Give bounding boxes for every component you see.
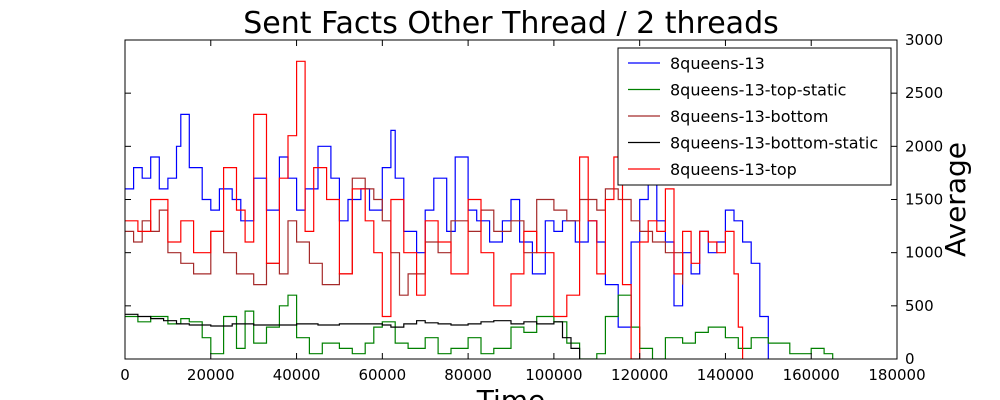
x-tick-label: 160000 xyxy=(783,366,840,384)
y-tick-label: 500 xyxy=(905,297,934,315)
legend-label: 8queens-13-bottom xyxy=(670,107,828,126)
legend-label: 8queens-13-top-static xyxy=(670,81,846,100)
chart-title: Sent Facts Other Thread / 2 threads xyxy=(243,6,779,41)
y-tick-label: 3000 xyxy=(905,31,943,49)
x-axis: 0 20000 40000 60000 80000 100000 120000 140000 1… xyxy=(120,40,926,384)
x-tick-label: 120000 xyxy=(611,366,668,384)
y-axis-right: 0 500 1000 1500 2000 2500 3000 xyxy=(125,31,943,368)
x-axis-title: Time xyxy=(476,384,546,400)
y-tick-label: 1000 xyxy=(905,244,943,262)
legend-box xyxy=(617,47,892,186)
legend-label: 8queens-13 xyxy=(670,54,765,73)
series-line-3 xyxy=(125,313,581,359)
y-axis-title: Average xyxy=(939,142,972,257)
series-line-4 xyxy=(125,60,744,359)
y-tick-label: 1500 xyxy=(905,191,943,209)
y-tick-label: 0 xyxy=(905,350,915,368)
x-tick-label: 20000 xyxy=(187,366,235,384)
series-line-0 xyxy=(125,113,769,359)
series-layer xyxy=(125,60,834,359)
series-line-1 xyxy=(125,294,834,359)
y-tick-label: 2000 xyxy=(905,137,943,155)
x-tick-label: 180000 xyxy=(868,366,925,384)
legend: 8queens-13 8queens-13-top-static 8queens-1… xyxy=(617,47,892,186)
x-tick-label: 0 xyxy=(120,366,130,384)
x-tick-label: 40000 xyxy=(273,366,321,384)
legend-label: 8queens-13-bottom-static xyxy=(670,134,878,153)
x-tick-label: 60000 xyxy=(358,366,406,384)
x-tick-label: 80000 xyxy=(444,366,492,384)
y-tick-label: 2500 xyxy=(905,84,943,102)
legend-label: 8queens-13-top xyxy=(670,160,797,179)
x-tick-label: 100000 xyxy=(525,366,582,384)
x-tick-label: 140000 xyxy=(697,366,754,384)
